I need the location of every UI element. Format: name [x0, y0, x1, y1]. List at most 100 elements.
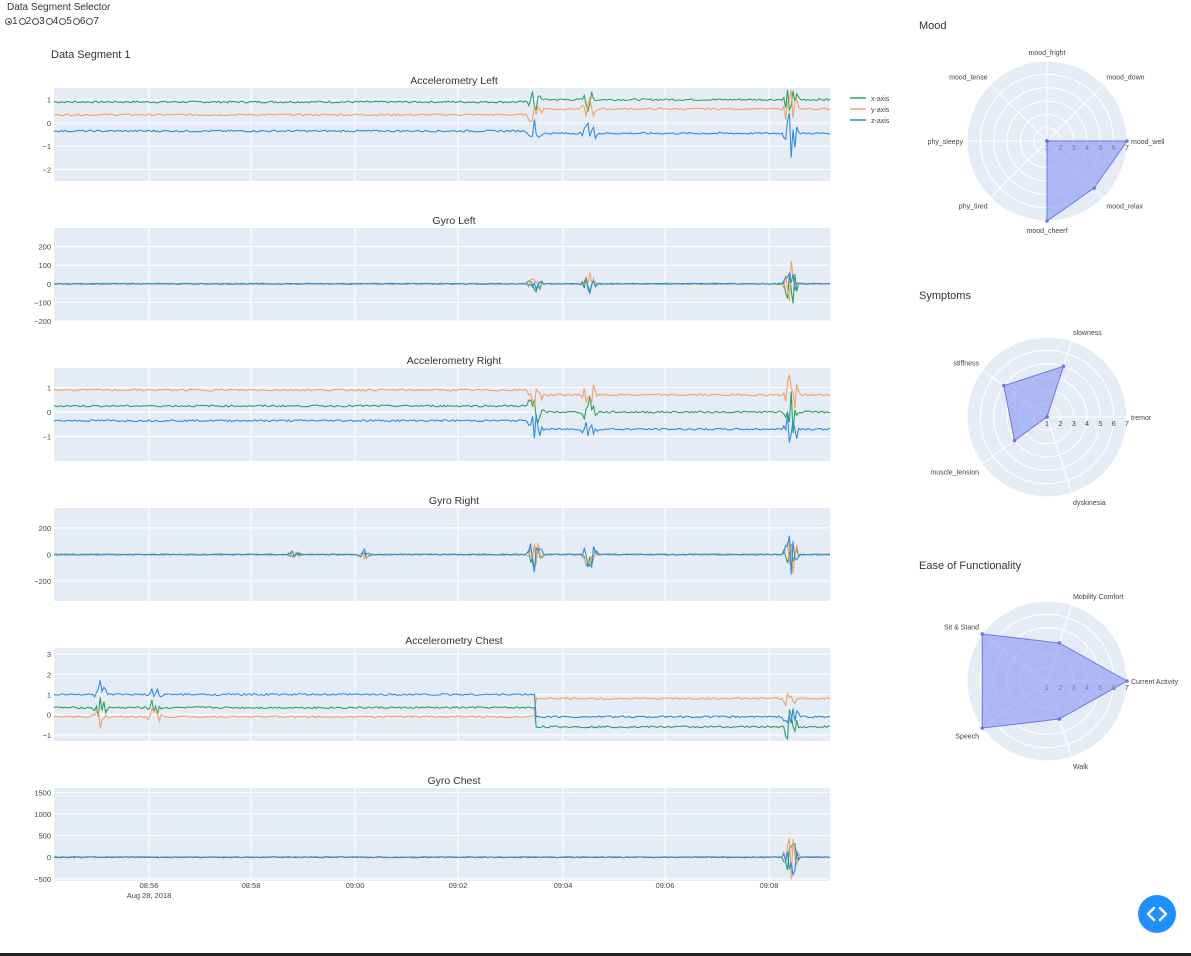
radar-point — [1057, 641, 1062, 645]
x-tick-label: 09:02 — [449, 881, 468, 890]
chart-accelerometry-right: 1 0 −1 Accelerometry Right — [42, 355, 831, 461]
radar-axis-label: muscle_tension — [930, 469, 979, 476]
radar-axis-label: Mobility Comfort — [1073, 594, 1124, 601]
radar-mood: mood_well mood_down mood_fright mood_tensep… — [928, 50, 1165, 235]
plot-area — [54, 368, 830, 461]
plot-area — [54, 88, 830, 181]
y-tick-label: 0 — [47, 551, 51, 560]
data-segment-label: Data Segment 1 — [51, 49, 131, 61]
series-line-z-axis — [53, 535, 831, 575]
radar-tick-label: 6 — [1112, 419, 1116, 428]
code-toggle-button[interactable] — [1138, 895, 1176, 933]
radar-axis-label: mood_well — [1131, 139, 1165, 146]
x-tick-label: 08:56 — [140, 881, 159, 890]
y-tick-label: 0 — [47, 853, 51, 862]
chart-title: Accelerometry Right — [407, 355, 502, 367]
chart-title: Gyro Chest — [427, 775, 480, 787]
radar-axis-label: mood_down — [1106, 75, 1144, 82]
series-line-z-axis — [53, 850, 831, 877]
x-date-label: Aug 28, 2018 — [127, 891, 172, 900]
symptoms-title: Symptoms — [919, 290, 971, 302]
segment-radio-7[interactable]: 7 — [86, 16, 100, 27]
radar-axis-label: tremor — [1131, 415, 1152, 422]
y-tick-label: 1 — [47, 96, 51, 105]
segment-radio-2[interactable]: 2 — [18, 16, 33, 27]
series-line-y-axis — [53, 374, 831, 409]
bottom-divider — [0, 953, 1191, 956]
segment-radio-6[interactable]: 6 — [72, 16, 87, 27]
code-brackets-icon — [1146, 906, 1168, 922]
y-tick-label: 100 — [38, 261, 51, 270]
y-tick-label: 0 — [47, 711, 51, 720]
time-series-charts: 1 0 −1 −2 Accelerometry Left 2001000−100−200G… — [34, 75, 890, 900]
segment-radio-4[interactable]: 4 — [45, 16, 60, 27]
radio-circle-icon — [32, 18, 40, 25]
radar-tick-label: 7 — [1125, 683, 1129, 692]
chart-gyro-right: 200 0 −200 Gyro Right — [34, 495, 831, 601]
radar-point — [980, 632, 985, 636]
series-line-x-axis — [53, 89, 831, 113]
mood-title: Mood — [919, 20, 947, 32]
x-tick-label: 09:00 — [346, 881, 365, 890]
chart-title: Accelerometry Left — [410, 75, 498, 87]
chart-accelerometry-left: 1 0 −1 −2 Accelerometry Left — [42, 75, 831, 181]
series-line-z-axis — [53, 271, 831, 294]
x-tick-label: 09:08 — [760, 881, 779, 890]
segment-radio-label: 6 — [79, 16, 86, 27]
radio-circle-icon — [86, 18, 94, 25]
radar-axis-label: mood_tense — [949, 75, 988, 82]
segment-radio-3[interactable]: 3 — [32, 16, 46, 27]
radar-axis-label: stiffness — [953, 361, 979, 368]
chart-gyro-left: 200 100 0 −100 −200 Gyro Left — [34, 215, 831, 326]
radar-point — [1012, 438, 1017, 443]
radar-point — [1125, 139, 1129, 143]
radar-point — [1045, 139, 1049, 143]
y-tick-label: 1 — [47, 691, 51, 700]
y-tick-label: 200 — [38, 524, 51, 533]
plot-area — [54, 228, 830, 321]
y-tick-label: 0 — [47, 119, 51, 128]
radar-area — [981, 633, 1129, 729]
radar-point — [1125, 679, 1129, 683]
radar-axis-label: phy_tired — [959, 203, 988, 210]
radar-axis-label: mood_relax — [1106, 203, 1143, 210]
y-tick-label: −1 — [42, 731, 51, 740]
segment-radio-1[interactable]: 1 — [5, 16, 19, 27]
radar-point — [1092, 186, 1096, 190]
radar-axis-label: Speech — [955, 733, 979, 740]
radar-tick-label: 1 — [1045, 419, 1049, 428]
chart-title: Gyro Right — [429, 495, 479, 507]
radio-circle-icon — [45, 18, 53, 25]
y-tick-label: 500 — [38, 832, 51, 841]
segment-radio-5[interactable]: 5 — [59, 16, 73, 27]
y-tick-label: −500 — [34, 875, 51, 884]
y-tick-label: −1 — [42, 142, 51, 151]
y-tick-label: 1 — [47, 384, 51, 393]
y-tick-label: 1000 — [34, 810, 51, 819]
radar-tick-label: 7 — [1125, 419, 1129, 428]
radar-tick-label: 5 — [1098, 419, 1102, 428]
series-line-z-axis — [53, 414, 831, 443]
x-axis: 08:56 08:58 09:00 09:02 09:04 09:06 09:08 Aug 2… — [127, 881, 779, 900]
radar-symptoms: tremor slowness stiffness muscle_tensiondys… — [930, 330, 1151, 507]
y-tick-label: 1500 — [34, 788, 51, 797]
series-line-y-axis — [53, 89, 831, 123]
radar-axis-label: dyskinesia — [1073, 500, 1106, 507]
chart-accelerometry-chest: 3 2 1 0 −1 Accelerometry Chest — [42, 635, 831, 741]
radar-point — [1045, 219, 1049, 223]
radar-point — [1002, 383, 1006, 388]
radar-point — [1057, 717, 1062, 721]
radar-axis-label: Current Activity — [1131, 679, 1179, 686]
ease-title: Ease of Functionality — [919, 560, 1022, 572]
segment-radio-label: 1 — [12, 16, 18, 27]
legend: x-axis y-axis z-axis — [850, 96, 890, 125]
y-tick-label: −2 — [42, 165, 51, 174]
radar-ease-of-functionality: Current Activity Mobility Comfort Sit & St… — [944, 594, 1179, 771]
segment-radio-label: 3 — [39, 16, 45, 27]
radar-axis-label: mood_cheerf — [1027, 228, 1068, 235]
series-line-x-axis — [53, 391, 831, 434]
x-tick-label: 08:58 — [242, 881, 261, 890]
series-line-y-axis — [53, 691, 831, 729]
radar-axis-label: mood_fright — [1029, 50, 1066, 57]
radio-circle-icon — [18, 18, 26, 25]
